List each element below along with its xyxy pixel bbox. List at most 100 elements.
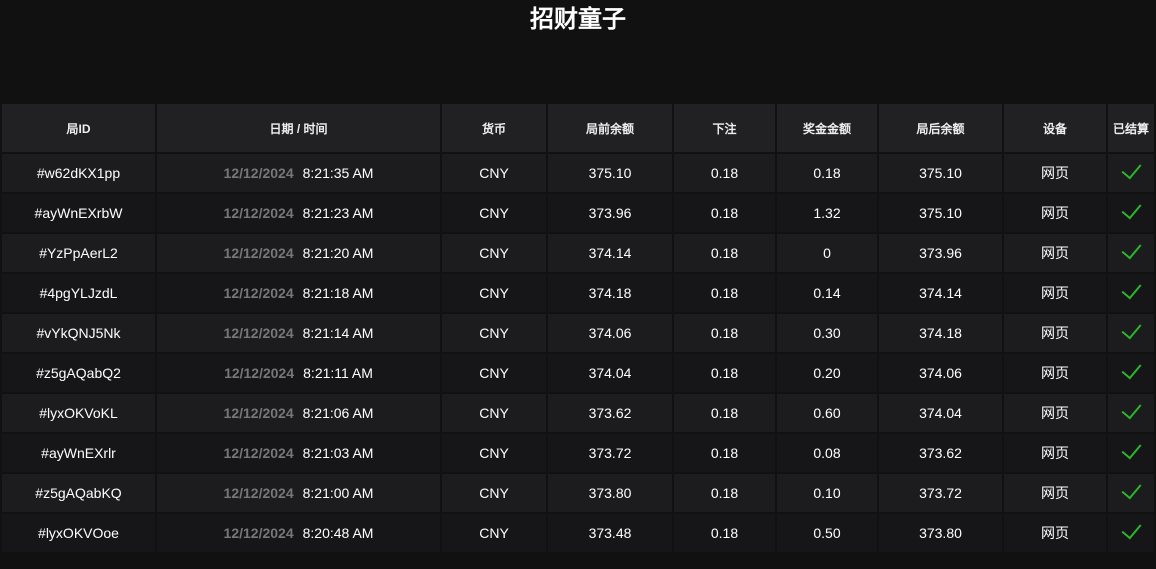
after-cell: 374.06 — [879, 354, 1002, 392]
settled-cell — [1108, 514, 1154, 552]
device-cell: 网页 — [1004, 154, 1106, 192]
datetime-cell: 12/12/2024 8:21:00 AM — [157, 474, 440, 512]
device-cell: 网页 — [1004, 354, 1106, 392]
id-cell: #YzPpAerL2 — [2, 234, 155, 272]
device-cell: 网页 — [1004, 234, 1106, 272]
check-icon — [1121, 238, 1141, 260]
win-cell: 0.30 — [777, 314, 877, 352]
table-row[interactable]: #YzPpAerL2 12/12/2024 8:21:20 AM CNY 374.14 0… — [2, 234, 1154, 272]
settled-cell — [1108, 314, 1154, 352]
time: 8:21:14 AM — [302, 325, 374, 341]
before-cell: 373.48 — [548, 514, 672, 552]
column-header: 设备 — [1004, 104, 1106, 152]
win-cell: 0 — [777, 234, 877, 272]
datetime-cell: 12/12/2024 8:21:18 AM — [157, 274, 440, 312]
table-row[interactable]: #z5gAQabKQ 12/12/2024 8:21:00 AM CNY 373.80 0… — [2, 474, 1154, 512]
column-header: 日期 / 时间 — [157, 104, 440, 152]
id-cell: #z5gAQabKQ — [2, 474, 155, 512]
currency-cell: CNY — [442, 394, 546, 432]
date: 12/12/2024 — [223, 165, 294, 181]
round-history-table: 局ID 日期 / 时间 货币 局前余额 下注 奖金金额 局后余额 设备 已结算 #w62dKX1… — [0, 102, 1156, 554]
currency-cell: CNY — [442, 514, 546, 552]
datetime-cell: 12/12/2024 8:21:23 AM — [157, 194, 440, 232]
check-icon — [1121, 478, 1141, 500]
currency-cell: CNY — [442, 234, 546, 272]
column-header: 局前余额 — [548, 104, 672, 152]
time: 8:21:35 AM — [302, 165, 374, 181]
check-icon — [1121, 358, 1141, 380]
id-cell: #ayWnEXrlr — [2, 434, 155, 472]
before-cell: 374.14 — [548, 234, 672, 272]
table-row[interactable]: #z5gAQabQ2 12/12/2024 8:21:11 AM CNY 374.04 0… — [2, 354, 1154, 392]
after-cell: 373.62 — [879, 434, 1002, 472]
settled-cell — [1108, 474, 1154, 512]
time: 8:21:11 AM — [303, 365, 373, 381]
datetime-cell: 12/12/2024 8:20:48 AM — [157, 514, 440, 552]
currency-cell: CNY — [442, 274, 546, 312]
bet-cell: 0.18 — [674, 434, 775, 472]
time: 8:21:03 AM — [302, 445, 374, 461]
win-cell: 0.10 — [777, 474, 877, 512]
after-cell: 374.04 — [879, 394, 1002, 432]
win-cell: 0.18 — [777, 154, 877, 192]
settled-cell — [1108, 194, 1154, 232]
date: 12/12/2024 — [223, 245, 294, 261]
column-header: 局后余额 — [879, 104, 1002, 152]
time: 8:21:23 AM — [302, 205, 374, 221]
table-row[interactable]: #4pgYLJzdL 12/12/2024 8:21:18 AM CNY 374.18 0… — [2, 274, 1154, 312]
settled-cell — [1108, 354, 1154, 392]
bet-cell: 0.18 — [674, 314, 775, 352]
win-cell: 0.08 — [777, 434, 877, 472]
table-row[interactable]: #ayWnEXrlr 12/12/2024 8:21:03 AM CNY 373.72 0… — [2, 434, 1154, 472]
settled-cell — [1108, 434, 1154, 472]
before-cell: 374.18 — [548, 274, 672, 312]
page-title: 招财童子 — [530, 6, 626, 33]
device-cell: 网页 — [1004, 514, 1106, 552]
check-icon — [1121, 158, 1141, 180]
win-cell: 0.50 — [777, 514, 877, 552]
id-cell: #4pgYLJzdL — [2, 274, 155, 312]
datetime-cell: 12/12/2024 8:21:14 AM — [157, 314, 440, 352]
device-cell: 网页 — [1004, 434, 1106, 472]
win-cell: 0.14 — [777, 274, 877, 312]
before-cell: 374.06 — [548, 314, 672, 352]
bet-cell: 0.18 — [674, 394, 775, 432]
table-row[interactable]: #vYkQNJ5Nk 12/12/2024 8:21:14 AM CNY 374.06 0… — [2, 314, 1154, 352]
before-cell: 375.10 — [548, 154, 672, 192]
after-cell: 373.96 — [879, 234, 1002, 272]
date: 12/12/2024 — [223, 485, 294, 501]
date: 12/12/2024 — [223, 205, 294, 221]
time: 8:21:18 AM — [302, 285, 374, 301]
bet-cell: 0.18 — [674, 154, 775, 192]
before-cell: 373.72 — [548, 434, 672, 472]
id-cell: #ayWnEXrbW — [2, 194, 155, 232]
device-cell: 网页 — [1004, 274, 1106, 312]
date: 12/12/2024 — [223, 525, 294, 541]
win-cell: 0.20 — [777, 354, 877, 392]
after-cell: 375.10 — [879, 194, 1002, 232]
currency-cell: CNY — [442, 474, 546, 512]
column-header: 已结算 — [1108, 104, 1154, 152]
table-header: 局ID 日期 / 时间 货币 局前余额 下注 奖金金额 局后余额 设备 已结算 — [2, 104, 1154, 152]
bet-cell: 0.18 — [674, 474, 775, 512]
currency-cell: CNY — [442, 154, 546, 192]
bet-cell: 0.18 — [674, 514, 775, 552]
table-row[interactable]: #ayWnEXrbW 12/12/2024 8:21:23 AM CNY 373.96 0… — [2, 194, 1154, 232]
time: 8:21:06 AM — [302, 405, 374, 421]
check-icon — [1121, 318, 1141, 340]
table-row[interactable]: #lyxOKVoKL 12/12/2024 8:21:06 AM CNY 373.62 0… — [2, 394, 1154, 432]
after-cell: 374.18 — [879, 314, 1002, 352]
table-row[interactable]: #w62dKX1pp 12/12/2024 8:21:35 AM CNY 375.10 0… — [2, 154, 1154, 192]
after-cell: 373.72 — [879, 474, 1002, 512]
device-cell: 网页 — [1004, 194, 1106, 232]
table-row[interactable]: #lyxOKVOoe 12/12/2024 8:20:48 AM CNY 373.48 0… — [2, 514, 1154, 552]
before-cell: 374.04 — [548, 354, 672, 392]
id-cell: #vYkQNJ5Nk — [2, 314, 155, 352]
settled-cell — [1108, 154, 1154, 192]
after-cell: 375.10 — [879, 154, 1002, 192]
win-cell: 1.32 — [777, 194, 877, 232]
currency-cell: CNY — [442, 434, 546, 472]
datetime-cell: 12/12/2024 8:21:20 AM — [157, 234, 440, 272]
device-cell: 网页 — [1004, 394, 1106, 432]
currency-cell: CNY — [442, 354, 546, 392]
